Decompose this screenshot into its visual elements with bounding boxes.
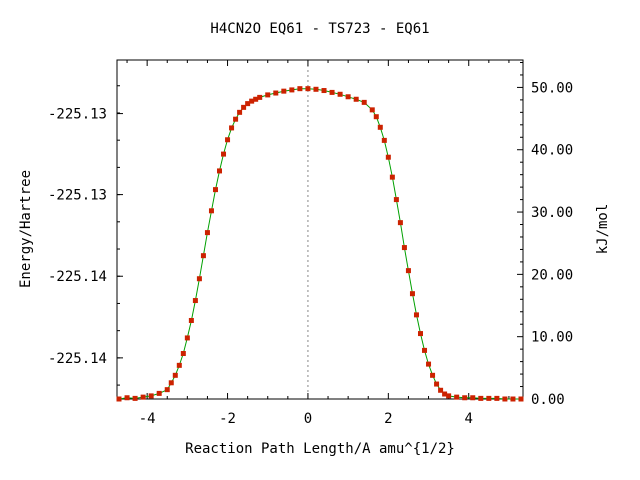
- data-point: [192, 298, 198, 304]
- y-tick-label: -225.14: [48, 351, 107, 367]
- data-point: [385, 154, 391, 160]
- data-point: [486, 395, 492, 401]
- data-point: [401, 245, 407, 251]
- y2-tick-label: 20.00: [531, 267, 573, 283]
- data-point: [397, 220, 403, 226]
- data-point: [454, 394, 460, 400]
- data-point: [253, 96, 259, 102]
- data-point: [172, 372, 178, 378]
- y-tick-label: -225.14: [48, 269, 107, 285]
- data-point: [164, 387, 170, 393]
- data-point: [156, 390, 162, 396]
- data-point: [345, 94, 351, 100]
- data-point: [313, 86, 319, 92]
- data-point: [494, 395, 500, 401]
- data-point: [212, 187, 218, 193]
- data-point: [237, 109, 243, 115]
- y-tick-label: -225.13: [48, 188, 107, 204]
- x-tick-label: -4: [139, 411, 156, 427]
- data-point: [442, 391, 448, 397]
- data-point: [329, 89, 335, 95]
- data-point: [305, 86, 311, 92]
- data-point: [168, 380, 174, 386]
- data-point: [409, 291, 415, 297]
- x-axis-label: Reaction Path Length/A amu^{1/2}: [185, 441, 455, 457]
- data-point: [434, 381, 440, 387]
- data-point: [208, 208, 214, 214]
- series-line: [118, 88, 521, 400]
- data-point: [200, 253, 206, 259]
- data-point: [430, 372, 436, 378]
- data-point: [337, 91, 343, 97]
- data-point: [176, 362, 182, 368]
- energy-series: [116, 86, 524, 402]
- data-point: [273, 90, 279, 96]
- data-point: [249, 98, 255, 104]
- data-point: [426, 361, 432, 367]
- data-point: [462, 395, 468, 401]
- data-point: [180, 351, 186, 357]
- data-point: [188, 317, 194, 323]
- data-point: [369, 107, 375, 113]
- x-tick-label: 0: [304, 411, 312, 427]
- data-point: [196, 276, 202, 282]
- data-point: [265, 92, 271, 98]
- plot-frame: [116, 59, 524, 400]
- data-point: [217, 168, 223, 174]
- data-point: [116, 396, 122, 402]
- data-point: [225, 137, 231, 143]
- data-point: [233, 116, 239, 122]
- data-point: [353, 96, 359, 102]
- data-point: [470, 395, 476, 401]
- data-point: [140, 394, 146, 400]
- data-point: [478, 395, 484, 401]
- data-point: [502, 396, 508, 402]
- data-point: [204, 230, 210, 236]
- data-point: [257, 94, 263, 100]
- data-point: [321, 88, 327, 94]
- y-tick-label: -225.13: [48, 107, 107, 123]
- data-point: [229, 125, 235, 131]
- data-point: [281, 88, 287, 94]
- data-point: [241, 104, 247, 110]
- chart-title: H4CN2O EQ61 - TS723 - EQ61: [210, 21, 429, 37]
- data-point: [413, 312, 419, 318]
- x-tick-label: 4: [465, 411, 473, 427]
- data-point: [377, 124, 383, 130]
- data-point: [373, 114, 379, 120]
- x-axis-ticks: -4 -2 0 2 4: [126, 60, 510, 427]
- y-axis-label: Energy/Hartree: [18, 170, 34, 288]
- data-point: [518, 396, 524, 402]
- data-point: [405, 268, 411, 274]
- y2-tick-label: 0.00: [531, 392, 565, 408]
- y2-axis-ticks: 50.00 40.00 30.00 20.00 10.00 0.00: [517, 61, 573, 408]
- y2-axis-label: kJ/mol: [595, 204, 611, 255]
- data-point: [389, 174, 395, 180]
- y2-tick-label: 40.00: [531, 143, 573, 159]
- data-point: [422, 347, 428, 353]
- data-point: [132, 395, 138, 401]
- data-point: [221, 151, 227, 157]
- x-tick-label: -2: [219, 411, 236, 427]
- data-point: [417, 331, 423, 337]
- data-point: [148, 393, 154, 399]
- data-point: [289, 87, 295, 93]
- data-point: [438, 387, 444, 393]
- y2-tick-label: 50.00: [531, 80, 573, 96]
- y-axis-ticks: -225.13 -225.13 -225.14 -225.14: [48, 85, 123, 386]
- y2-tick-label: 10.00: [531, 330, 573, 346]
- data-point: [184, 335, 190, 341]
- data-point: [245, 101, 251, 107]
- x-tick-label: 2: [384, 411, 392, 427]
- data-point: [361, 99, 367, 105]
- data-point: [124, 395, 130, 401]
- data-point: [393, 197, 399, 203]
- y2-tick-label: 30.00: [531, 205, 573, 221]
- data-point: [297, 86, 303, 92]
- data-point: [510, 396, 516, 402]
- data-point: [381, 137, 387, 143]
- data-point: [446, 393, 452, 399]
